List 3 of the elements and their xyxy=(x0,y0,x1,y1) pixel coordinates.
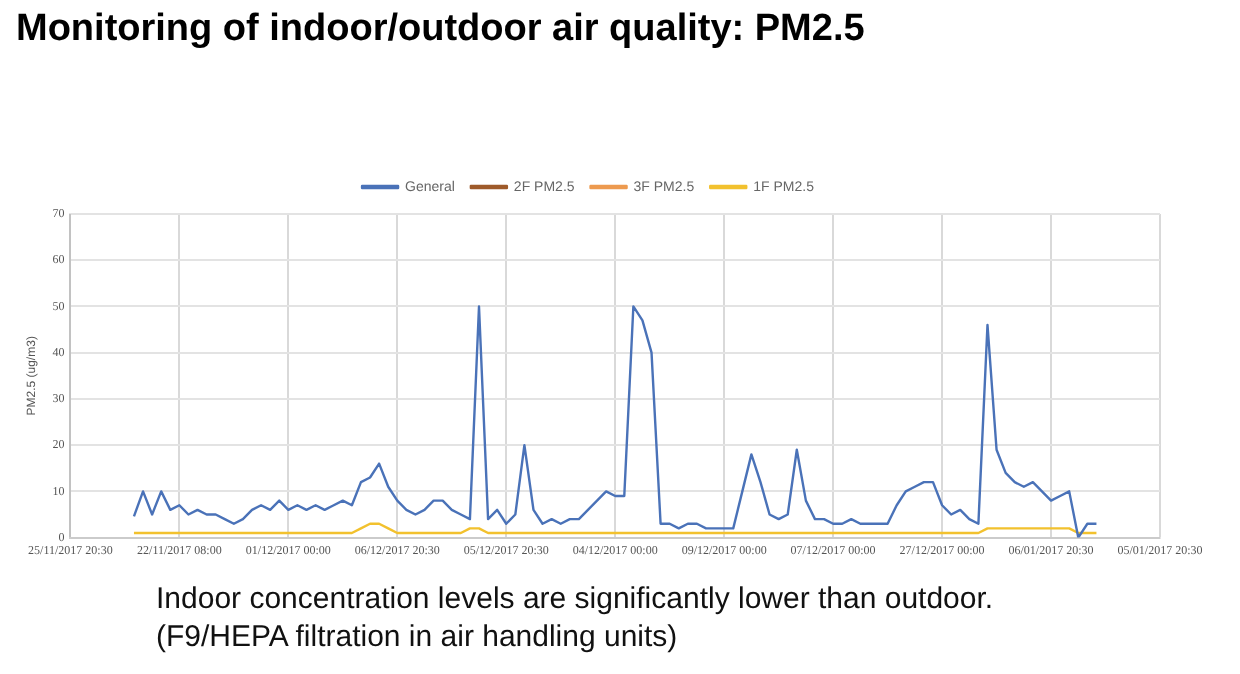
text: (F9/HEPA filtration in air handling units) xyxy=(156,618,680,656)
text: Indoor concentration levels are significantly lower than outdoor. xyxy=(156,580,994,618)
chart-title: Monitoring of indoor/outdoor air quality: PM2.5 xyxy=(16,8,865,52)
